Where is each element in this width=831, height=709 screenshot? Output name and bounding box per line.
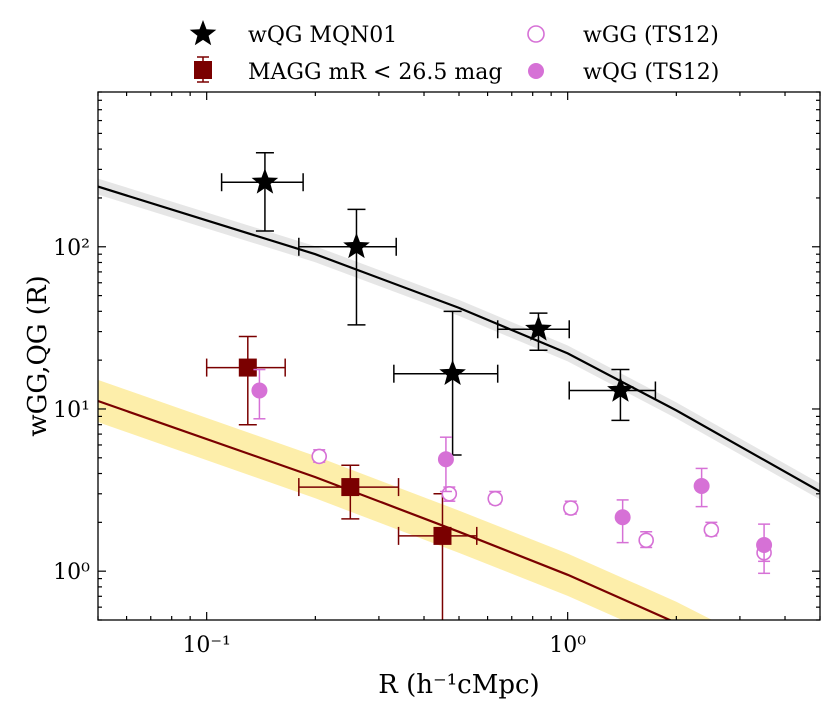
star-marker	[343, 232, 370, 259]
open-circle-marker	[311, 448, 328, 465]
axis-ticks: 10⁻¹ 10⁰ 10⁰ 10¹ 10²	[53, 91, 821, 658]
star-marker	[607, 376, 634, 402]
open-circle-marker	[638, 532, 654, 549]
y-axis-label: wGG,QG (R)	[23, 275, 53, 436]
point-series2-3	[562, 500, 579, 516]
filled-circle-marker	[614, 509, 631, 526]
point-series2-4	[638, 531, 654, 549]
square-marker	[341, 478, 360, 497]
model-line-0	[98, 185, 820, 493]
legend-label-wgg: wGG (TS12)	[583, 23, 719, 48]
square-marker	[238, 358, 257, 377]
open-circle-marker	[562, 500, 579, 516]
point-series2-0	[311, 448, 328, 465]
x-axis-label: R (h⁻¹cMpc)	[378, 670, 539, 700]
data-points	[205, 151, 773, 620]
legend-label-wqg: wQG (TS12)	[583, 60, 719, 85]
point-series2-2	[487, 490, 504, 507]
star-marker	[525, 315, 552, 341]
point-series0-1	[298, 208, 397, 326]
point-series3-3	[693, 467, 710, 508]
legend-entry-wqg: wQG (TS12)	[528, 60, 719, 85]
point-series2-5	[703, 521, 720, 538]
point-series1-1	[298, 464, 400, 520]
legend: wQG MQN01 MAGG mR < 26.5 mag wGG (TS12) …	[189, 20, 719, 85]
y-tick-label: 10²	[53, 236, 90, 261]
open-circle-marker	[487, 490, 504, 507]
star-marker	[251, 168, 279, 194]
filled-circle-marker	[251, 382, 268, 399]
model-lines	[98, 185, 820, 620]
legend-open-circle-marker	[527, 25, 545, 43]
point-series0-4	[568, 368, 657, 422]
point-series0-3	[496, 312, 570, 352]
y-tick-label: 10¹	[53, 398, 90, 423]
legend-square-marker	[194, 61, 212, 79]
model-band-0	[98, 178, 820, 500]
square-marker	[433, 526, 452, 545]
point-series3-4	[756, 523, 773, 575]
model-band-1	[98, 379, 713, 620]
legend-star-marker	[189, 20, 217, 46]
legend-label-mqn01: wQG MQN01	[248, 23, 397, 48]
x-tick-label: 10⁻¹	[182, 633, 230, 658]
model-bands	[98, 178, 820, 620]
filled-circle-marker	[693, 478, 710, 495]
point-series1-2	[397, 493, 478, 620]
x-tick-label: 10⁰	[549, 633, 586, 658]
point-series0-0	[220, 151, 304, 232]
filled-circle-marker	[756, 536, 773, 553]
legend-entry-mqn01: wQG MQN01	[189, 20, 397, 48]
open-circle-marker	[703, 521, 720, 538]
y-tick-label: 10⁰	[53, 560, 90, 585]
legend-filled-circle-marker	[528, 63, 544, 79]
point-series3-2	[614, 499, 631, 544]
open-circle-marker	[441, 485, 458, 502]
point-series1-0	[205, 335, 286, 426]
legend-entry-wgg: wGG (TS12)	[527, 23, 719, 48]
point-series3-1	[437, 436, 454, 493]
model-line-1	[98, 399, 673, 620]
point-series3-0	[251, 368, 268, 420]
star-marker	[439, 359, 466, 385]
point-series0-2	[393, 310, 499, 456]
point-series2-1	[441, 485, 458, 502]
legend-entry-magg: MAGG mR < 26.5 mag	[194, 56, 502, 85]
filled-circle-marker	[437, 451, 454, 468]
legend-label-magg: MAGG mR < 26.5 mag	[248, 60, 502, 85]
